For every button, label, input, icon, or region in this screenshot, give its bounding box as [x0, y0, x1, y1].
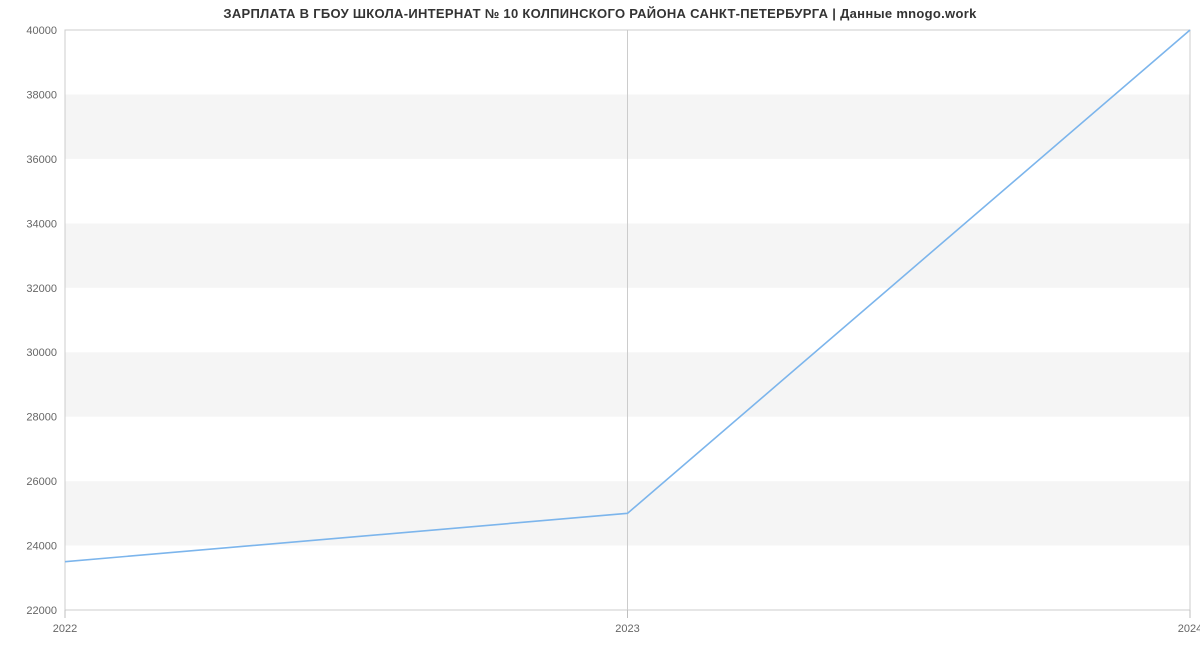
y-tick-label: 22000 [26, 605, 57, 617]
y-tick-label: 32000 [26, 283, 57, 295]
y-tick-label: 30000 [26, 347, 57, 359]
chart-svg: 22000 24000 26000 28000 30000 32000 34000 36000… [0, 0, 1200, 650]
y-tick-label: 38000 [26, 89, 57, 101]
y-tick-label: 28000 [26, 412, 57, 424]
chart-title: ЗАРПЛАТА В ГБОУ ШКОЛА-ИНТЕРНАТ № 10 КОЛП… [0, 6, 1200, 21]
y-tick-label: 40000 [26, 25, 57, 37]
y-tick-label: 34000 [26, 218, 57, 230]
x-tick-label: 2024 [1178, 623, 1200, 635]
y-tick-label: 24000 [26, 541, 57, 553]
x-tick-label: 2022 [53, 623, 77, 635]
y-tick-label: 26000 [26, 476, 57, 488]
x-tick-label: 2023 [615, 623, 639, 635]
salary-line-chart: ЗАРПЛАТА В ГБОУ ШКОЛА-ИНТЕРНАТ № 10 КОЛП… [0, 0, 1200, 650]
y-tick-label: 36000 [26, 154, 57, 166]
